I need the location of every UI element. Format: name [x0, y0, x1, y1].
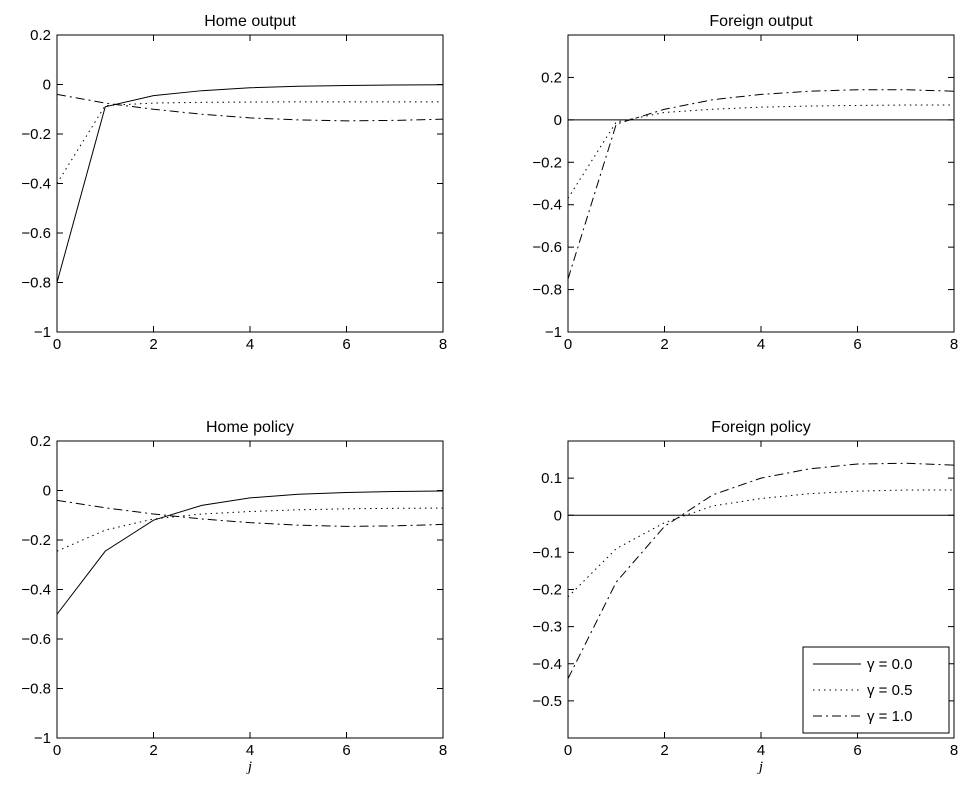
x-tick-label: 6: [342, 742, 350, 759]
axes-frame: [56, 440, 444, 739]
x-tick-label: 2: [660, 742, 668, 759]
x-tick-label: 2: [149, 742, 157, 759]
y-tick-label: 0: [43, 77, 51, 94]
y-tick-label: −0.5: [532, 693, 562, 710]
panel-4: Foreign policy 0 2 4 6 8 −0.5 −0.4 −0.3 −0.2 −0.1 0…: [532, 419, 958, 775]
y-tick-label: 0.2: [30, 433, 51, 450]
series-line-dotted: [567, 489, 954, 598]
x-tick-label: 2: [660, 336, 668, 353]
axes-frame: [56, 34, 444, 333]
y-tick-label: −0.8: [21, 681, 51, 698]
panel-title: Home policy: [206, 419, 294, 436]
y-tick-label: −0.2: [21, 126, 51, 143]
panel-3: Home policy 0 2 4 6 8 −1 −0.8 −0.6 −0.4 −0.2 0 0.2 j: [21, 419, 447, 775]
y-tick-label: −0.2: [21, 532, 51, 549]
panel-1: Home output 0 2 4 6 8 −1 −0.8 −0.6 −0.4 −0.2 0 0.2: [21, 13, 447, 353]
series-line-dashdot: [567, 89, 955, 280]
y-tick-label: 0.2: [30, 27, 51, 44]
legend-entry-label: γ = 0.5: [867, 682, 912, 699]
series-line-solid: [56, 84, 444, 283]
x-tick-label: 6: [853, 336, 861, 353]
y-tick-label: −0.3: [532, 619, 562, 636]
x-tick-label: 8: [439, 742, 447, 759]
axes-frame: [567, 34, 955, 333]
y-tick-label: −0.4: [21, 176, 51, 193]
panel-title: Foreign output: [709, 13, 813, 30]
x-tick-label: 2: [149, 336, 157, 353]
y-tick-label: −1: [34, 730, 51, 747]
x-tick-label: 4: [757, 742, 765, 759]
y-tick-label: −0.4: [21, 582, 51, 599]
x-tick-label: 8: [950, 742, 958, 759]
x-tick-label: 8: [439, 336, 447, 353]
x-tick-label: 8: [950, 336, 958, 353]
x-tick-label: 0: [53, 336, 61, 353]
series-line-dotted: [567, 104, 954, 199]
y-tick-label: −0.1: [532, 544, 562, 561]
series-line-dotted: [56, 101, 443, 184]
panel-2: Foreign output 0 2 4 6 8 −1 −0.8 −0.6 −0.4 −0.2 0 0.…: [532, 13, 958, 353]
y-tick-label: 0: [554, 112, 562, 129]
x-axis-label: j: [757, 759, 763, 775]
y-tick-label: 0: [554, 507, 562, 524]
series-line-dotted: [56, 507, 444, 552]
series-line-dashdot: [56, 499, 444, 527]
x-tick-label: 4: [246, 336, 254, 353]
y-tick-label: 0: [43, 483, 51, 500]
y-tick-label: −0.4: [532, 197, 562, 214]
y-tick-label: −0.2: [532, 154, 562, 171]
x-tick-label: 4: [757, 336, 765, 353]
y-tick-label: −0.6: [532, 239, 562, 256]
y-tick-label: −0.4: [532, 656, 562, 673]
panel-title: Foreign policy: [711, 419, 811, 436]
x-axis-label: j: [246, 759, 252, 775]
y-tick-label: −0.6: [21, 225, 51, 242]
y-tick-label: −1: [34, 324, 51, 341]
y-tick-label: −0.2: [532, 582, 562, 599]
x-tick-label: 6: [342, 336, 350, 353]
y-tick-label: −0.8: [532, 282, 562, 299]
legend-entry-label: γ = 0.0: [867, 656, 912, 673]
y-tick-label: −0.6: [21, 631, 51, 648]
y-tick-label: −0.8: [21, 275, 51, 292]
x-tick-label: 6: [853, 742, 861, 759]
legend: γ = 0.0 γ = 0.5 γ = 1.0: [802, 646, 950, 734]
y-tick-label: 0.2: [541, 69, 562, 86]
series-line-dashdot: [567, 462, 955, 679]
y-tick-label: 0.1: [541, 470, 562, 487]
x-tick-label: 0: [564, 336, 572, 353]
legend-entry-label: γ = 1.0: [867, 708, 912, 725]
series-line-solid: [56, 490, 444, 615]
y-tick-label: −1: [545, 324, 562, 341]
x-tick-label: 0: [53, 742, 61, 759]
panel-title: Home output: [204, 13, 296, 30]
x-tick-label: 4: [246, 742, 254, 759]
legend-box: [802, 646, 950, 734]
x-tick-label: 0: [564, 742, 572, 759]
series-line-dashdot: [56, 93, 444, 122]
